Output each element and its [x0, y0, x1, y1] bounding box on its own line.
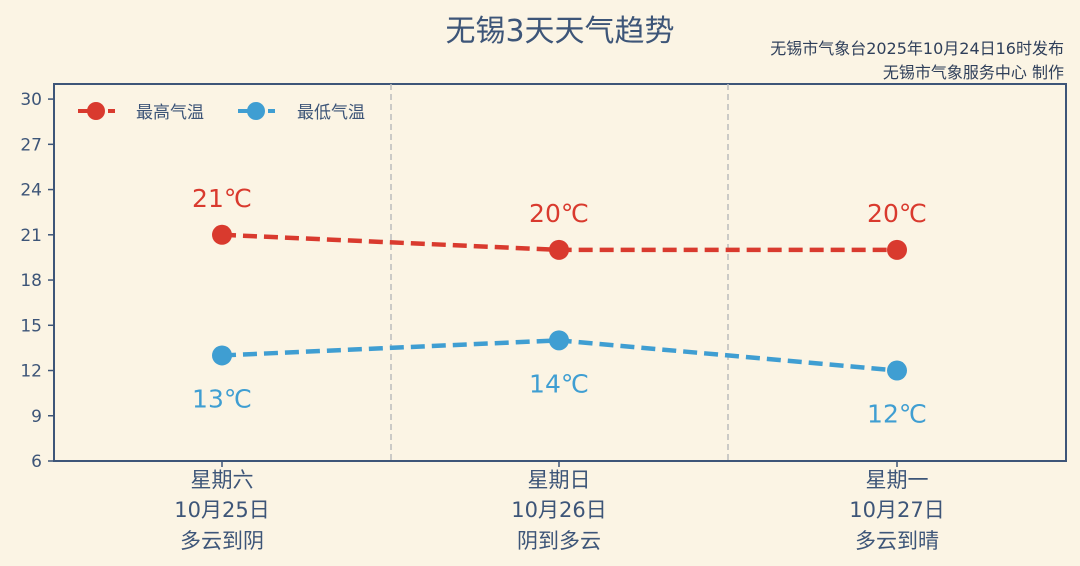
x-weather-label: 阴到多云 — [517, 529, 601, 553]
y-tick-label: 6 — [31, 452, 42, 472]
y-tick-label: 12 — [20, 362, 42, 382]
x-weather-label: 多云到阴 — [180, 529, 264, 553]
y-tick-label: 27 — [20, 135, 42, 155]
publish-info: 无锡市气象台2025年10月24日16时发布 — [770, 39, 1064, 58]
legend-item-high: 最高气温 — [78, 102, 204, 123]
y-tick-label: 21 — [20, 226, 42, 246]
chart-title: 无锡3天天气趋势 — [445, 14, 674, 49]
y-tick-label: 9 — [31, 407, 42, 427]
legend-low-label: 最低气温 — [297, 103, 365, 123]
legend: 最高气温 最低气温 — [78, 102, 365, 123]
legend-high-label: 最高气温 — [136, 103, 204, 123]
low-temp-label: 14℃ — [529, 369, 589, 398]
low-temp-label: 13℃ — [192, 384, 252, 413]
legend-item-low: 最低气温 — [238, 102, 365, 123]
low-temp-label: 12℃ — [867, 400, 927, 429]
x-date-label: 10月26日 — [511, 498, 606, 522]
y-tick-label: 15 — [20, 316, 42, 336]
x-weather-label: 多云到晴 — [855, 529, 939, 553]
legend-high-marker — [87, 102, 105, 120]
plot-frame — [53, 83, 1067, 462]
high-temp-label: 20℃ — [529, 199, 589, 228]
x-date-label: 10月27日 — [849, 498, 944, 522]
producer-info: 无锡市气象服务中心 制作 — [883, 63, 1064, 82]
y-tick-label: 24 — [20, 181, 42, 201]
low-temp-point — [212, 345, 232, 366]
high-temp-label: 20℃ — [867, 199, 927, 228]
y-tick-label: 30 — [20, 90, 42, 110]
high-temp-point — [887, 239, 907, 260]
x-date-label: 10月25日 — [174, 498, 269, 522]
y-axis: 6 9 12 15 18 21 24 27 30 — [20, 90, 54, 472]
high-temp-point — [549, 239, 569, 260]
y-tick-label: 18 — [20, 271, 42, 291]
low-temp-point — [887, 360, 907, 381]
high-temp-label: 21℃ — [192, 184, 252, 213]
x-weekday-label: 星期日 — [528, 468, 591, 492]
high-temp-point — [212, 224, 232, 245]
x-weekday-label: 星期一 — [866, 468, 929, 492]
series-layer: 21℃ 20℃ 20℃ 13℃ 14℃ 12℃ — [192, 184, 927, 429]
low-temp-point — [549, 330, 569, 351]
x-weekday-label: 星期六 — [191, 468, 254, 492]
legend-low-marker — [247, 102, 265, 120]
category-separators — [390, 84, 729, 461]
